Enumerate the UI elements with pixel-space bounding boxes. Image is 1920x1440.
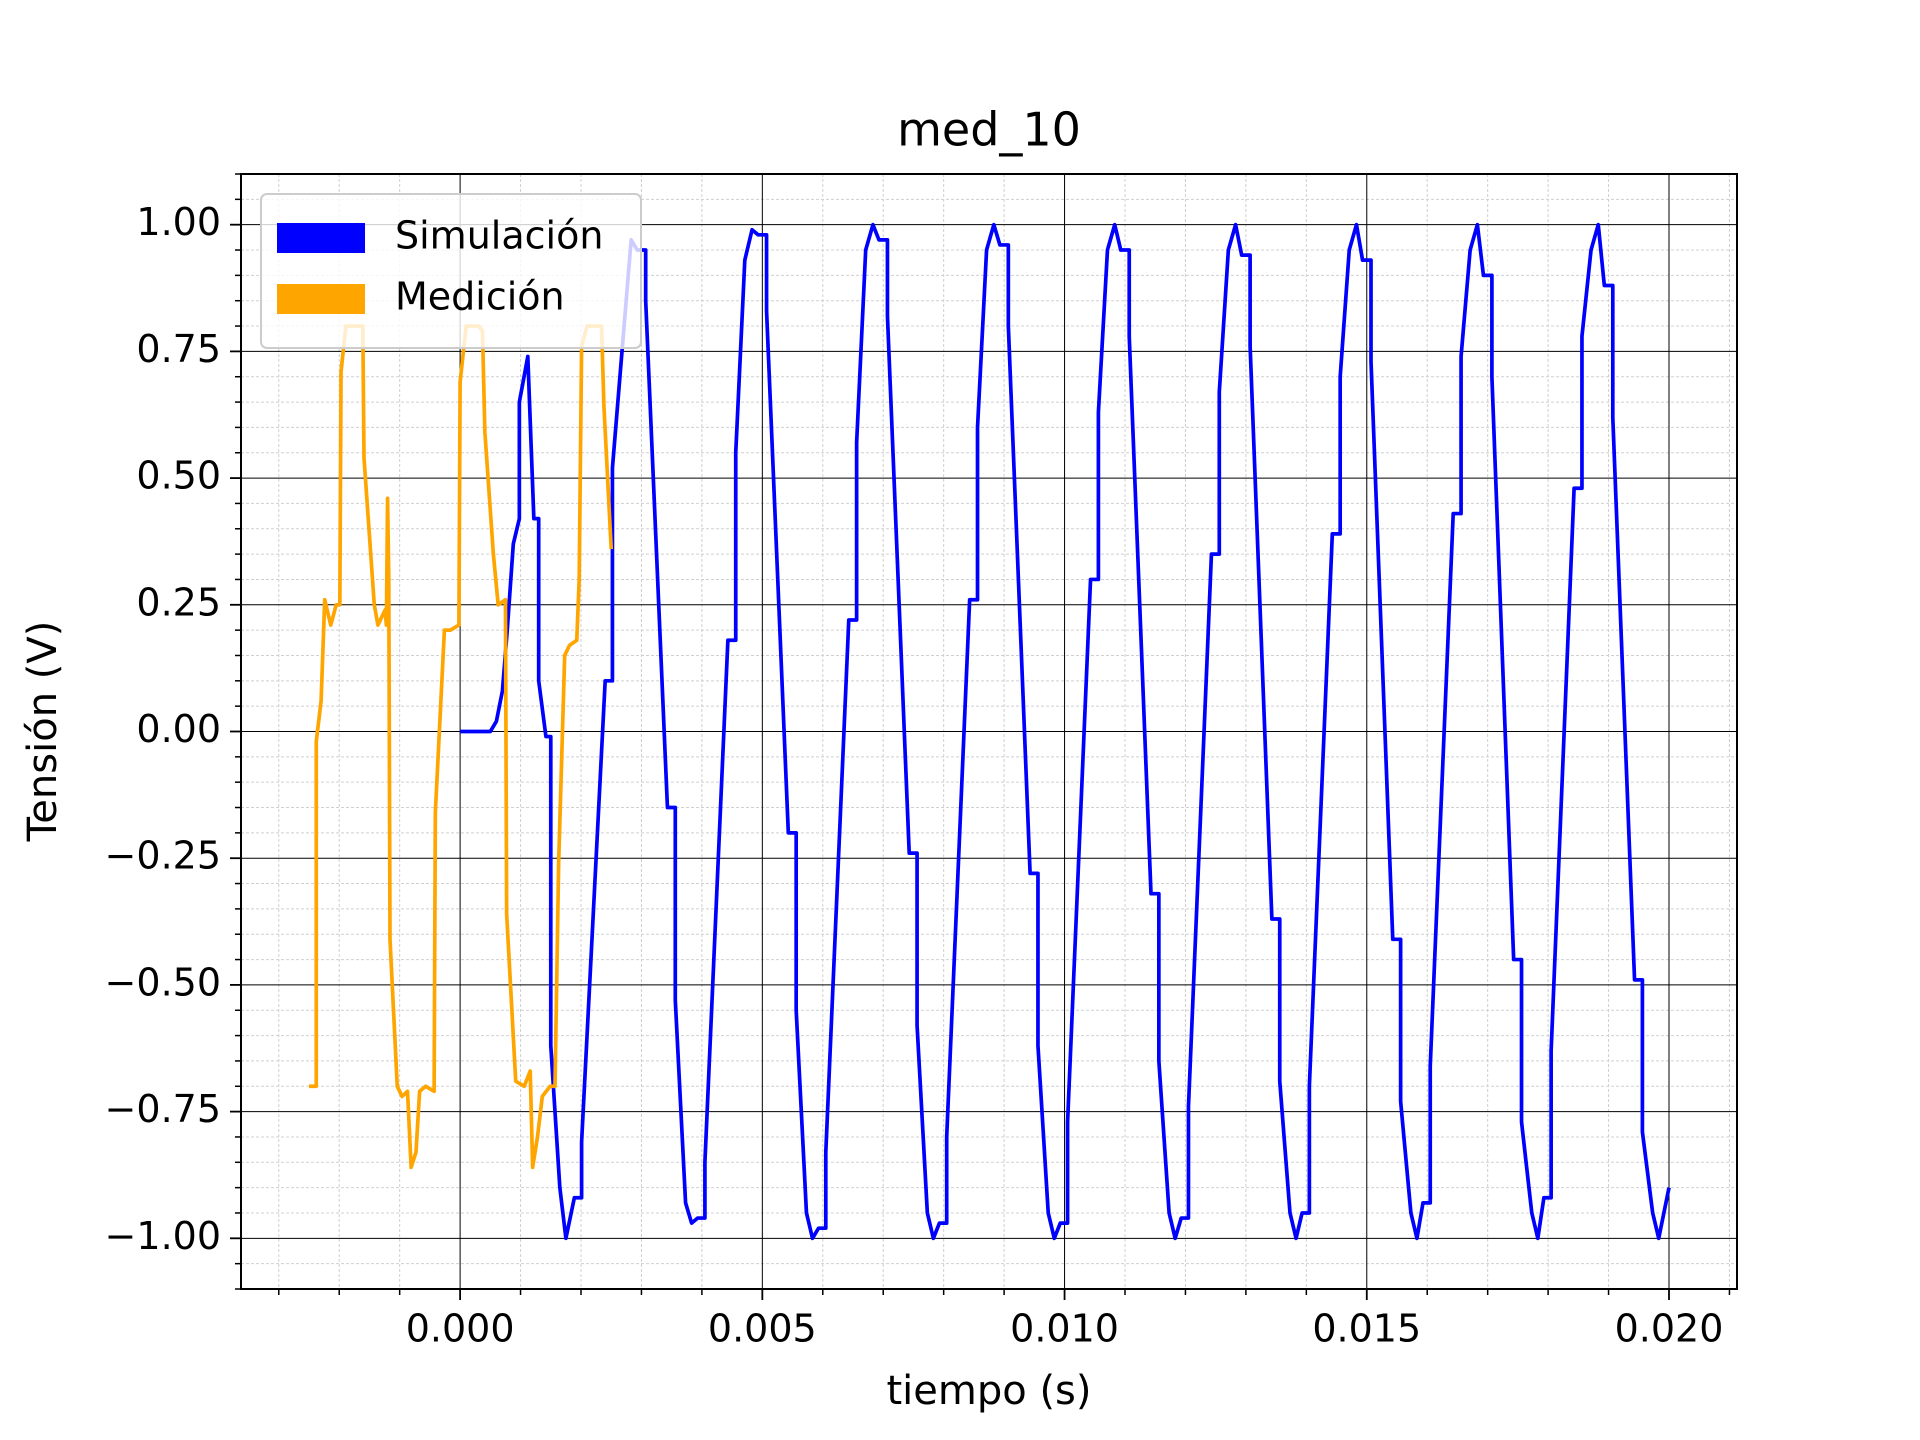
y-tick-label: 0.75 [136, 327, 221, 371]
legend-label: Medición [395, 275, 565, 319]
x-tick-label: 0.015 [1312, 1307, 1421, 1351]
y-tick-label: −0.25 [105, 834, 221, 878]
grid [241, 173, 1737, 1290]
legend-swatch [277, 223, 365, 253]
x-tick-label: 0.000 [406, 1307, 515, 1351]
x-tick-label: 0.020 [1615, 1307, 1724, 1351]
chart-title: med_10 [897, 103, 1081, 157]
legend-label: Simulación [395, 214, 603, 258]
ticks: 0.000 0.005 0.010 0.015 0.020 −1.00 −0.75 −0.50… [105, 173, 1731, 1351]
y-axis-label: Tensión (V) [20, 621, 66, 843]
x-tick-label: 0.005 [708, 1307, 817, 1351]
legend: Simulación Medición [260, 193, 642, 349]
legend-swatch [277, 284, 365, 314]
series-line [460, 222, 1671, 1241]
y-tick-label: 0.25 [136, 580, 221, 624]
y-tick-label: −0.75 [105, 1087, 221, 1131]
y-tick-label: 0.50 [136, 454, 221, 498]
y-tick-label: −1.00 [105, 1214, 221, 1258]
x-tick-label: 0.010 [1010, 1307, 1119, 1351]
y-tick-label: −0.50 [105, 960, 221, 1004]
x-axis-label: tiempo (s) [887, 1368, 1092, 1414]
y-tick-label: 1.00 [136, 200, 221, 244]
y-tick-label: 0.00 [136, 707, 221, 751]
